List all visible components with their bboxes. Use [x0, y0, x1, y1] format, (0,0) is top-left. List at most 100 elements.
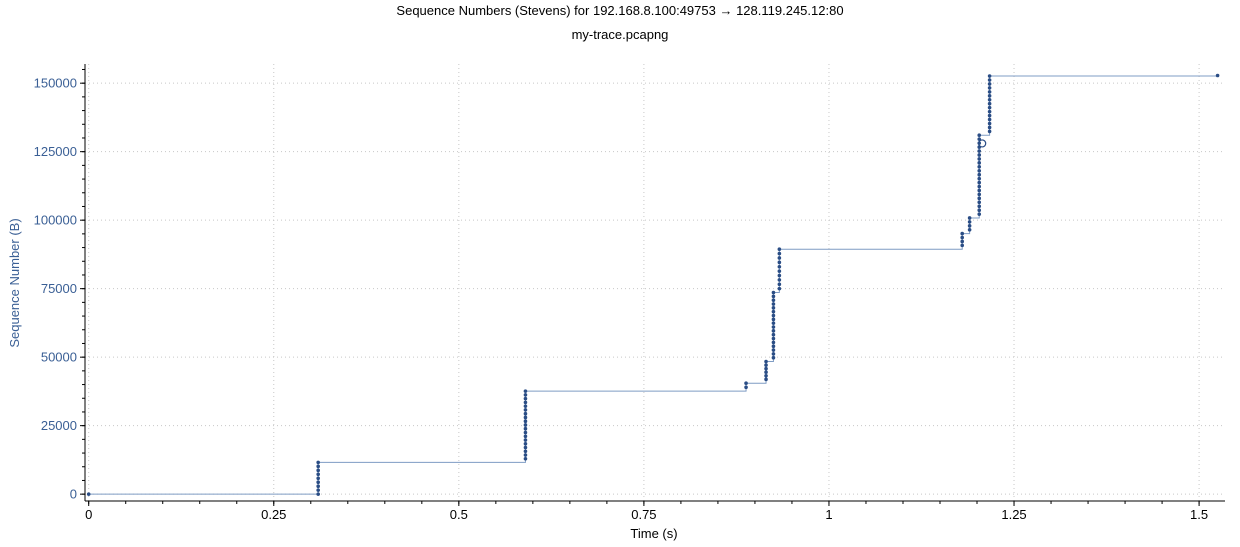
- x-tick-label: 0.5: [450, 507, 468, 522]
- y-tick-label: 150000: [34, 76, 77, 91]
- data-point: [977, 200, 982, 205]
- data-point: [523, 396, 528, 401]
- data-points[interactable]: [86, 73, 1220, 496]
- data-point: [523, 423, 528, 427]
- data-point: [523, 441, 528, 446]
- data-point: [987, 125, 992, 130]
- data-point: [977, 133, 982, 138]
- data-point: [771, 309, 776, 314]
- x-tick-label: 1.25: [1001, 507, 1026, 522]
- data-point: [977, 184, 982, 189]
- data-point: [987, 117, 992, 122]
- data-point: [977, 196, 982, 201]
- chart-title: Sequence Numbers (Stevens) for 192.168.8…: [396, 3, 844, 18]
- data-point: [977, 164, 982, 169]
- x-axis-label: Time (s): [630, 526, 677, 541]
- data-point: [523, 438, 528, 442]
- data-point: [960, 239, 965, 244]
- data-point: [764, 377, 768, 382]
- data-point: [977, 153, 982, 157]
- data-point: [764, 363, 768, 367]
- data-point: [764, 373, 768, 378]
- data-point: [987, 86, 992, 90]
- data-point: [977, 208, 982, 212]
- data-point: [523, 445, 528, 450]
- data-point: [523, 434, 528, 439]
- data-point: [977, 157, 982, 161]
- x-tick-label: 1: [825, 507, 832, 522]
- x-axis-ticks: 0 0.25 0.5 0.75 1 1.25 1.5: [85, 501, 1208, 522]
- data-point: [960, 235, 965, 240]
- highlighted-point: [978, 139, 987, 148]
- y-tick-label: 75000: [41, 281, 77, 296]
- data-point: [764, 370, 768, 375]
- data-point: [987, 97, 992, 102]
- data-point: [987, 78, 992, 82]
- data-point: [777, 273, 782, 278]
- data-point: [967, 220, 972, 224]
- data-point: [744, 385, 748, 390]
- data-point: [771, 298, 776, 302]
- data-point: [316, 480, 320, 485]
- data-point: [523, 419, 528, 424]
- data-point: [1215, 73, 1220, 78]
- data-point: [977, 149, 982, 153]
- data-point: [977, 161, 982, 165]
- data-point: [777, 278, 782, 282]
- grid-lines: [85, 64, 1225, 501]
- data-point: [771, 340, 776, 345]
- data-point: [523, 430, 528, 435]
- data-point: [523, 411, 528, 416]
- data-point: [771, 302, 776, 306]
- data-point: [316, 484, 320, 489]
- data-point: [777, 260, 782, 265]
- axes: [84, 64, 1225, 502]
- data-point: [771, 348, 776, 352]
- data-point: [977, 212, 982, 216]
- data-point: [316, 468, 320, 473]
- data-point: [777, 269, 782, 273]
- data-point: [771, 325, 776, 329]
- data-point: [960, 243, 965, 248]
- y-tick-label: 100000: [34, 213, 77, 228]
- data-point: [771, 306, 776, 310]
- data-point: [777, 251, 782, 256]
- data-point: [523, 393, 528, 397]
- data-point: [987, 121, 992, 126]
- data-point: [777, 282, 782, 287]
- y-tick-label: 125000: [34, 144, 77, 159]
- data-point: [523, 389, 528, 393]
- data-point: [977, 192, 982, 197]
- data-point: [771, 355, 776, 360]
- data-point: [771, 336, 776, 341]
- y-tick-label: 25000: [41, 418, 77, 433]
- data-point: [967, 216, 972, 220]
- data-point: [523, 449, 528, 454]
- y-axis-label: Sequence Number (B): [7, 218, 22, 347]
- data-point: [987, 105, 992, 110]
- x-tick-label: 0.25: [261, 507, 286, 522]
- data-point: [960, 231, 965, 236]
- data-point: [977, 204, 982, 209]
- data-point: [977, 172, 982, 177]
- y-tick-label: 0: [70, 487, 77, 502]
- data-point: [523, 453, 528, 457]
- data-point: [764, 366, 768, 371]
- y-axis-ticks: 0 25000 50000 75000 100000 125000 150000: [34, 68, 85, 502]
- data-point: [316, 472, 320, 477]
- data-point: [977, 188, 982, 193]
- data-point: [987, 101, 992, 106]
- data-point: [523, 415, 528, 420]
- x-tick-label: 0.75: [631, 507, 656, 522]
- data-point: [977, 168, 982, 173]
- data-point: [967, 224, 972, 228]
- x-tick-label: 1.5: [1190, 507, 1208, 522]
- x-tick-label: 0: [85, 507, 92, 522]
- data-point: [523, 404, 528, 408]
- data-point: [987, 94, 992, 98]
- data-point: [987, 129, 992, 134]
- data-point: [987, 113, 992, 118]
- data-point: [977, 176, 982, 181]
- data-point: [771, 321, 776, 325]
